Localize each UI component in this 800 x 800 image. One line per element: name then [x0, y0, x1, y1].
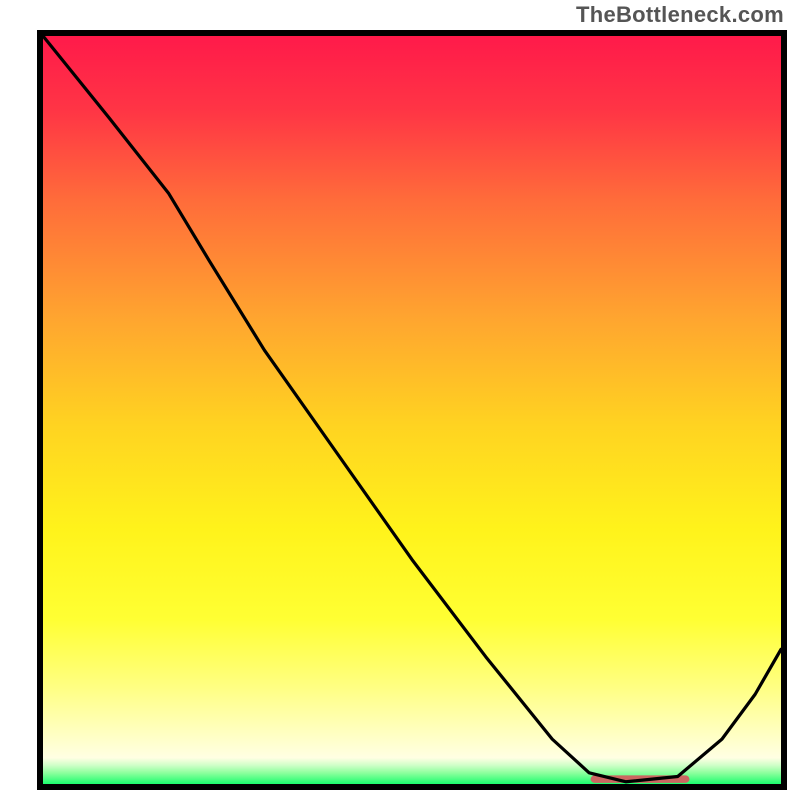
gradient-background	[43, 36, 781, 784]
watermark-text: TheBottleneck.com	[576, 2, 784, 28]
chart-svg	[43, 36, 781, 784]
chart-frame: TheBottleneck.com	[0, 0, 800, 800]
plot-area	[37, 30, 787, 790]
